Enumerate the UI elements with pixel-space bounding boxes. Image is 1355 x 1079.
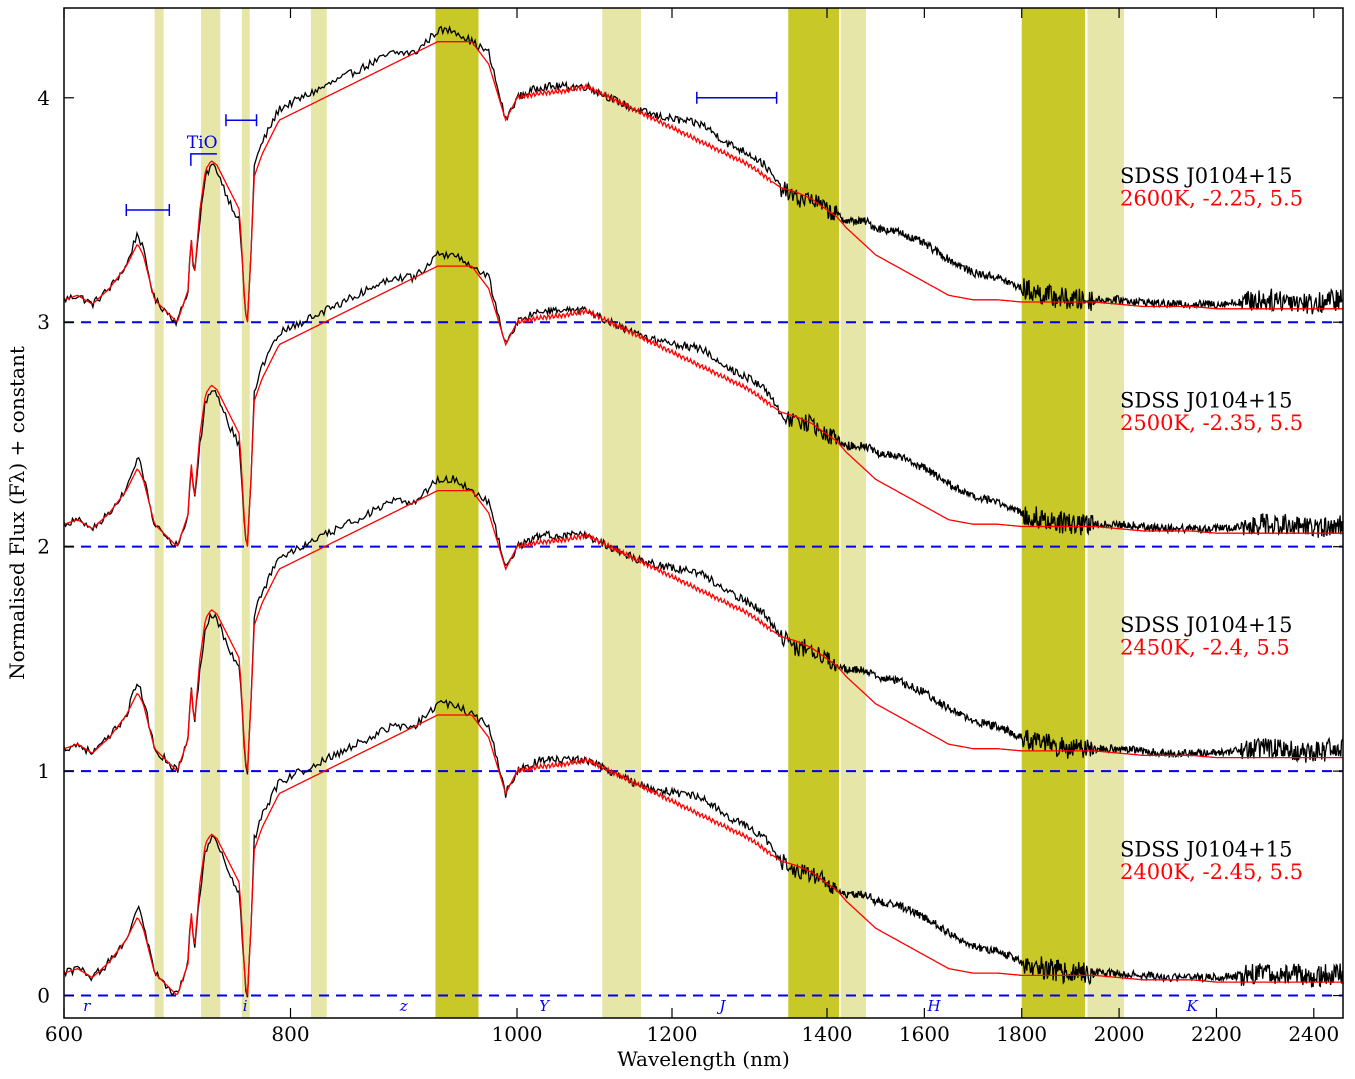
filter-band-label: i (243, 997, 248, 1015)
telluric-band-light (1087, 8, 1124, 1018)
x-tick-label: 1200 (647, 1022, 698, 1046)
x-tick-label: 800 (271, 1022, 309, 1046)
x-tick-label: 2000 (1094, 1022, 1145, 1046)
baselines (64, 321, 1343, 997)
x-tick-label: 1000 (492, 1022, 543, 1046)
x-tick-label: 600 (45, 1022, 83, 1046)
y-tick-label: 0 (37, 984, 50, 1008)
x-tick-label: 1800 (996, 1022, 1047, 1046)
telluric-band-strong (788, 8, 840, 1018)
series-model-label: 2400K, -2.45, 5.5 (1120, 860, 1303, 884)
annotations: r i z Y J H K TiO (83, 91, 1198, 1015)
series-name-label: SDSS J0104+15 (1120, 389, 1292, 413)
telluric-band-light (241, 8, 250, 1018)
filter-band-label: H (927, 997, 942, 1015)
observed-spectrum-line (63, 474, 1344, 775)
series-lines (63, 25, 1344, 998)
series-name-label: SDSS J0104+15 (1120, 164, 1292, 188)
filter-band-label: K (1185, 997, 1198, 1015)
series-model-label: 2500K, -2.35, 5.5 (1120, 411, 1303, 435)
y-tick-label: 3 (37, 310, 50, 334)
filter-band-label: J (716, 997, 726, 1015)
telluric-band-light (602, 8, 641, 1018)
telluric-band-light (840, 8, 866, 1018)
y-tick-label: 2 (37, 535, 50, 559)
telluric-band-light (154, 8, 164, 1018)
series-model-label: 2600K, -2.25, 5.5 (1120, 187, 1303, 211)
tio-label: TiO (187, 133, 218, 153)
absorption-bands (154, 8, 1124, 1018)
y-tick-label: 1 (37, 759, 50, 783)
series-name-label: SDSS J0104+15 (1120, 613, 1292, 637)
telluric-band-light (201, 8, 221, 1018)
series-name-label: SDSS J0104+15 (1120, 837, 1292, 861)
x-tick-label: 1600 (899, 1022, 950, 1046)
model-spectrum-line (63, 489, 1343, 772)
telluric-band-light (310, 8, 327, 1018)
model-spectrum-line (63, 41, 1343, 323)
filter-band-label: z (399, 997, 408, 1015)
x-tick-label: 1400 (802, 1022, 853, 1046)
x-tick-label: 2400 (1288, 1022, 1339, 1046)
x-tick-label: 2200 (1191, 1022, 1242, 1046)
telluric-band-strong (1021, 8, 1085, 1018)
model-spectrum-line (63, 714, 1343, 996)
y-tick-label: 4 (37, 86, 50, 110)
model-spectrum-line (63, 265, 1343, 547)
filter-band-label: Y (539, 997, 551, 1015)
axis-ticks: 600 800 1000 1200 1400 1600 1800 2000 2200 2400 0 1… (37, 8, 1343, 1046)
telluric-band-strong (435, 8, 479, 1018)
plot-frame (63, 7, 1344, 1019)
filter-band-label: r (83, 997, 91, 1015)
x-axis-label: Wavelength (nm) (617, 1047, 790, 1071)
y-axis-label: Normalised Flux (Fλ) + constant (5, 346, 29, 680)
series-model-label: 2450K, -2.4, 5.5 (1120, 635, 1290, 659)
tio-bracket (190, 153, 217, 166)
